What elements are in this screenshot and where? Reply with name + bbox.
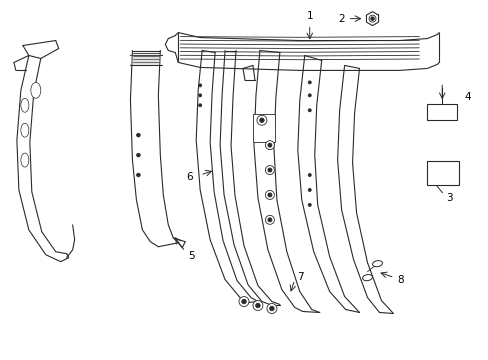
Circle shape [255, 303, 260, 308]
Circle shape [265, 190, 274, 199]
Circle shape [267, 193, 271, 197]
Circle shape [252, 301, 263, 310]
Circle shape [370, 17, 373, 21]
Text: 6: 6 [186, 172, 193, 182]
Circle shape [259, 118, 264, 122]
Circle shape [267, 143, 271, 147]
Circle shape [267, 168, 271, 172]
Circle shape [368, 15, 375, 22]
Ellipse shape [372, 261, 382, 267]
Circle shape [136, 173, 140, 177]
Text: 1: 1 [306, 10, 312, 21]
Ellipse shape [21, 153, 29, 167]
FancyBboxPatch shape [252, 114, 274, 142]
Circle shape [307, 203, 310, 206]
Ellipse shape [21, 123, 29, 137]
Circle shape [136, 153, 140, 157]
Text: 3: 3 [446, 193, 452, 203]
Circle shape [307, 189, 310, 192]
Circle shape [239, 297, 248, 306]
FancyBboxPatch shape [427, 161, 458, 185]
Circle shape [198, 94, 201, 97]
Ellipse shape [31, 82, 41, 98]
Circle shape [267, 218, 271, 222]
FancyBboxPatch shape [427, 104, 456, 120]
Circle shape [256, 115, 266, 125]
Ellipse shape [362, 275, 372, 281]
Text: 8: 8 [397, 275, 403, 285]
Circle shape [307, 174, 310, 176]
Circle shape [266, 303, 276, 314]
Ellipse shape [21, 98, 29, 112]
Text: 2: 2 [337, 14, 344, 24]
Circle shape [269, 306, 274, 311]
Circle shape [265, 141, 274, 150]
Circle shape [265, 215, 274, 224]
Circle shape [198, 84, 201, 87]
Circle shape [307, 94, 310, 97]
Circle shape [136, 134, 140, 137]
Circle shape [198, 104, 201, 107]
Text: 5: 5 [188, 251, 194, 261]
Circle shape [265, 166, 274, 175]
Text: 4: 4 [463, 92, 470, 102]
Text: 7: 7 [296, 272, 303, 282]
Circle shape [307, 109, 310, 112]
Circle shape [241, 299, 246, 304]
Circle shape [307, 81, 310, 84]
